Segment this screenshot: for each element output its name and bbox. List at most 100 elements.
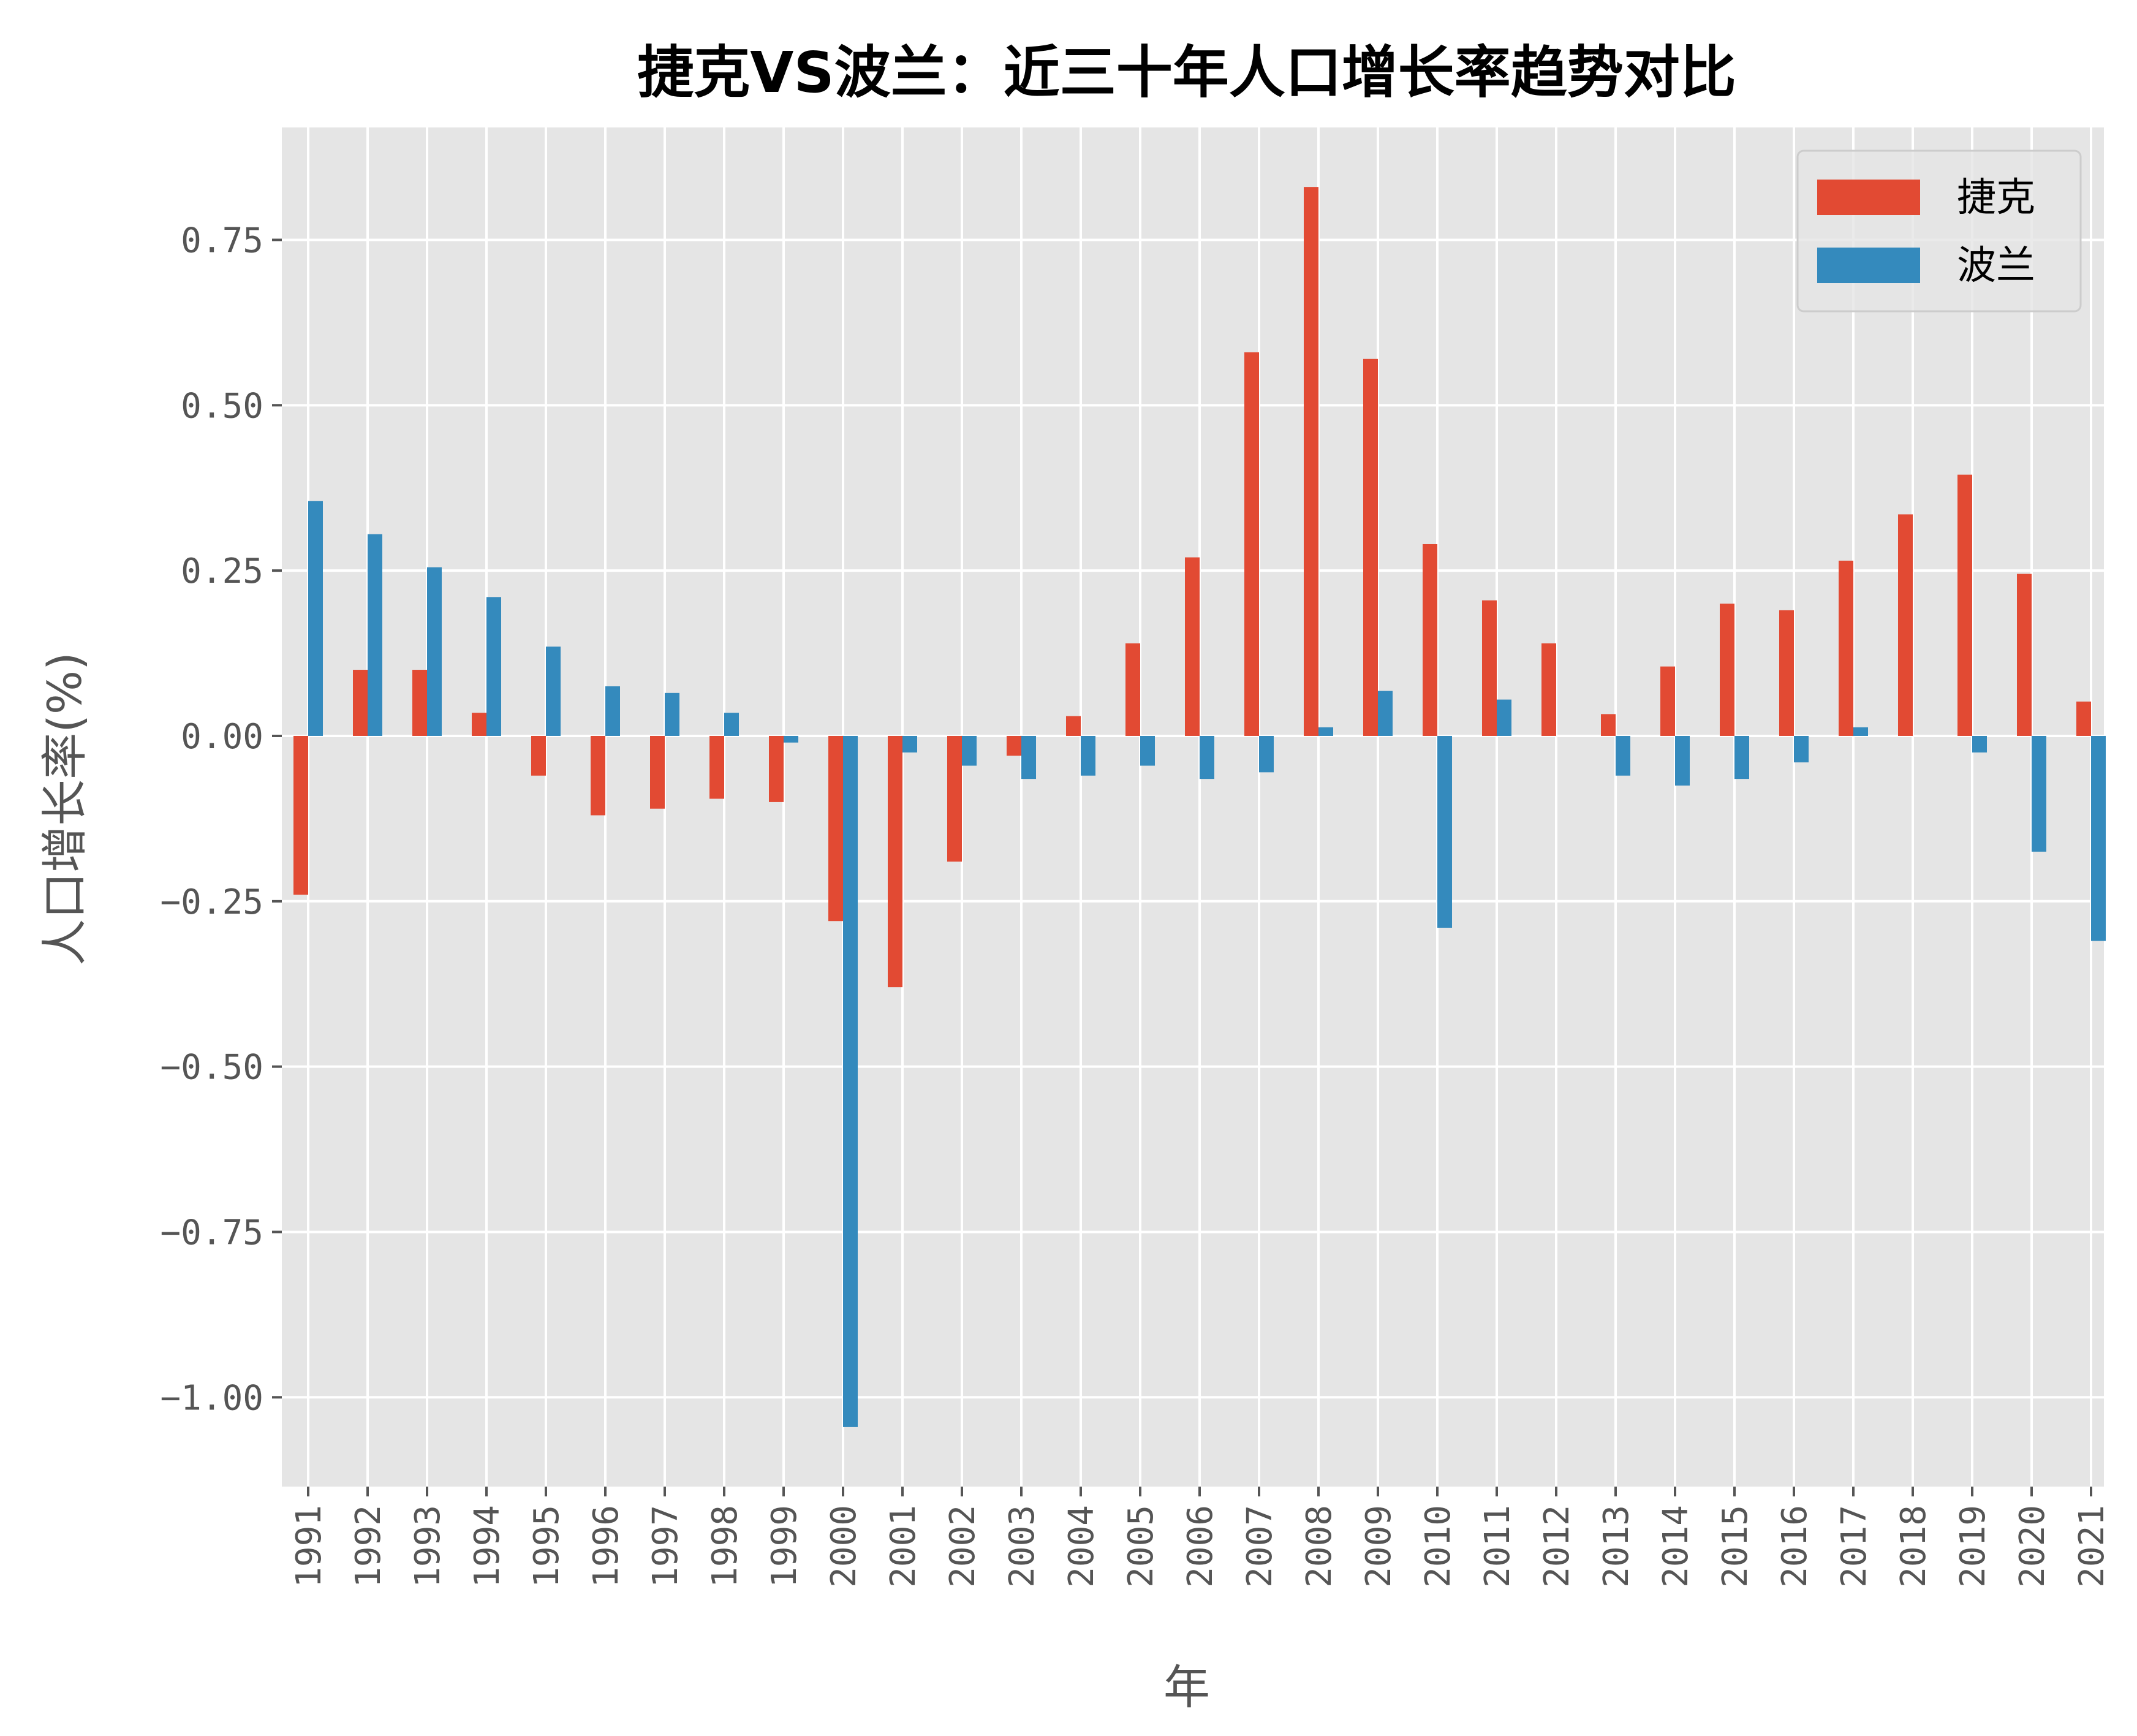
y-tick-label-1: −0.75: [160, 1213, 263, 1253]
bar-czech-2021: [2076, 701, 2091, 736]
bar-czech-2006: [1185, 557, 1200, 736]
y-axis-label: 人口增长率(%): [37, 652, 92, 966]
x-tick-label-2007: 2007: [1240, 1505, 1280, 1588]
bar-czech-2000: [828, 735, 843, 922]
x-tick-label-1995: 1995: [527, 1505, 567, 1588]
bar-czech-2014: [1660, 666, 1675, 736]
bar-czech-1998: [709, 735, 724, 799]
bar-poland-1999: [784, 735, 798, 743]
x-tick-label-1991: 1991: [289, 1505, 329, 1588]
x-tick-label-2013: 2013: [1597, 1505, 1636, 1588]
legend-swatch-czech: [1817, 180, 1920, 215]
bar-czech-2018: [1898, 514, 1913, 736]
y-tick-label-5: 0.25: [181, 552, 263, 591]
bars: [293, 187, 2106, 1427]
bar-czech-1995: [531, 735, 546, 776]
bar-czech-1997: [650, 735, 665, 809]
bar-poland-1994: [486, 597, 501, 736]
bar-czech-2003: [1007, 735, 1021, 756]
bar-poland-2005: [1140, 735, 1155, 766]
bar-poland-2021: [2091, 735, 2106, 941]
bar-czech-2013: [1601, 714, 1616, 736]
bar-poland-2008: [1318, 727, 1333, 736]
y-tick-label-0: −1.00: [160, 1378, 263, 1418]
x-tick-label-2017: 2017: [1834, 1505, 1874, 1588]
bar-poland-1995: [546, 646, 561, 736]
bar-poland-2004: [1081, 735, 1095, 776]
x-tick-label-1992: 1992: [349, 1505, 388, 1588]
x-tick-label-2019: 2019: [1953, 1505, 1993, 1588]
bar-poland-2010: [1437, 735, 1452, 928]
x-tick-label-2004: 2004: [1062, 1505, 1102, 1588]
y-tick-label-7: 0.75: [181, 221, 263, 260]
legend-box: [1796, 150, 2082, 313]
x-tick-label-2008: 2008: [1299, 1505, 1339, 1588]
x-axis: 1991 1992 1993 1994 1995 1996 1997 1998 1999 2000…: [289, 1487, 2112, 1588]
y-tick-label-3: −0.25: [160, 882, 263, 922]
bar-poland-2015: [1734, 735, 1749, 779]
bar-poland-2009: [1378, 691, 1393, 736]
bar-czech-2001: [888, 735, 902, 988]
x-tick-label-2003: 2003: [1002, 1505, 1042, 1588]
bar-czech-2017: [1839, 560, 1853, 736]
bar-poland-2000: [843, 735, 858, 1427]
bar-poland-2020: [2032, 735, 2046, 852]
legend-label-poland: 波兰: [1957, 243, 2035, 289]
x-tick-label-2006: 2006: [1181, 1505, 1220, 1588]
bar-czech-1999: [769, 735, 784, 802]
legend-label-czech: 捷克: [1957, 175, 2035, 221]
bar-czech-1993: [412, 670, 427, 736]
y-tick-label-4: 0.00: [181, 717, 263, 757]
x-tick-label-2021: 2021: [2072, 1505, 2112, 1588]
x-tick-label-2012: 2012: [1537, 1505, 1577, 1588]
bar-czech-2008: [1304, 187, 1318, 736]
bar-czech-2020: [2017, 574, 2032, 736]
x-tick-label-1993: 1993: [408, 1505, 448, 1588]
plot-area: [282, 127, 2104, 1487]
bar-czech-2007: [1244, 352, 1259, 736]
legend-swatch-poland: [1817, 248, 1920, 283]
bar-poland-2001: [902, 735, 917, 752]
x-tick-label-2011: 2011: [1478, 1505, 1518, 1588]
x-tick-label-2002: 2002: [943, 1505, 983, 1588]
bar-poland-2014: [1675, 735, 1690, 786]
x-tick-label-1994: 1994: [467, 1505, 507, 1588]
x-tick-label-2009: 2009: [1359, 1505, 1399, 1588]
x-tick-label-2000: 2000: [824, 1505, 864, 1588]
bar-poland-2006: [1200, 735, 1214, 779]
bar-poland-1996: [605, 686, 620, 736]
bar-czech-2015: [1720, 604, 1734, 736]
bar-czech-1991: [293, 735, 308, 895]
x-tick-label-2014: 2014: [1656, 1505, 1696, 1588]
x-tick-label-2005: 2005: [1121, 1505, 1161, 1588]
bar-czech-2005: [1125, 643, 1140, 736]
bar-czech-2012: [1541, 643, 1556, 736]
x-tick-label-2001: 2001: [883, 1505, 923, 1588]
bar-poland-2002: [962, 735, 977, 766]
bar-czech-2016: [1779, 610, 1794, 736]
bar-poland-2019: [1972, 735, 1987, 752]
bar-poland-2007: [1259, 735, 1274, 773]
x-tick-label-1999: 1999: [765, 1505, 804, 1588]
bar-poland-1997: [665, 692, 679, 736]
bar-czech-2002: [947, 735, 962, 862]
x-tick-label-1997: 1997: [646, 1505, 686, 1588]
bar-czech-2019: [1957, 474, 1972, 736]
bar-poland-2011: [1497, 699, 1511, 736]
legend: 捷克 波兰: [1796, 150, 2082, 313]
bar-poland-2013: [1616, 735, 1630, 776]
chart-title: 捷克VS波兰：近三十年人口增长率趋势对比: [637, 40, 1736, 105]
bar-czech-2011: [1482, 600, 1497, 736]
bar-poland-2017: [1853, 727, 1868, 736]
x-tick-label-2016: 2016: [1775, 1505, 1815, 1588]
x-tick-label-2015: 2015: [1715, 1505, 1755, 1588]
bar-czech-1996: [591, 735, 605, 816]
x-tick-label-2020: 2020: [2013, 1505, 2052, 1588]
bar-poland-1992: [368, 534, 382, 736]
y-tick-label-6: 0.50: [181, 386, 263, 426]
y-tick-label-2: −0.50: [160, 1048, 263, 1088]
bar-czech-2010: [1423, 544, 1437, 736]
bar-poland-1998: [724, 713, 739, 736]
x-tick-label-2010: 2010: [1418, 1505, 1458, 1588]
